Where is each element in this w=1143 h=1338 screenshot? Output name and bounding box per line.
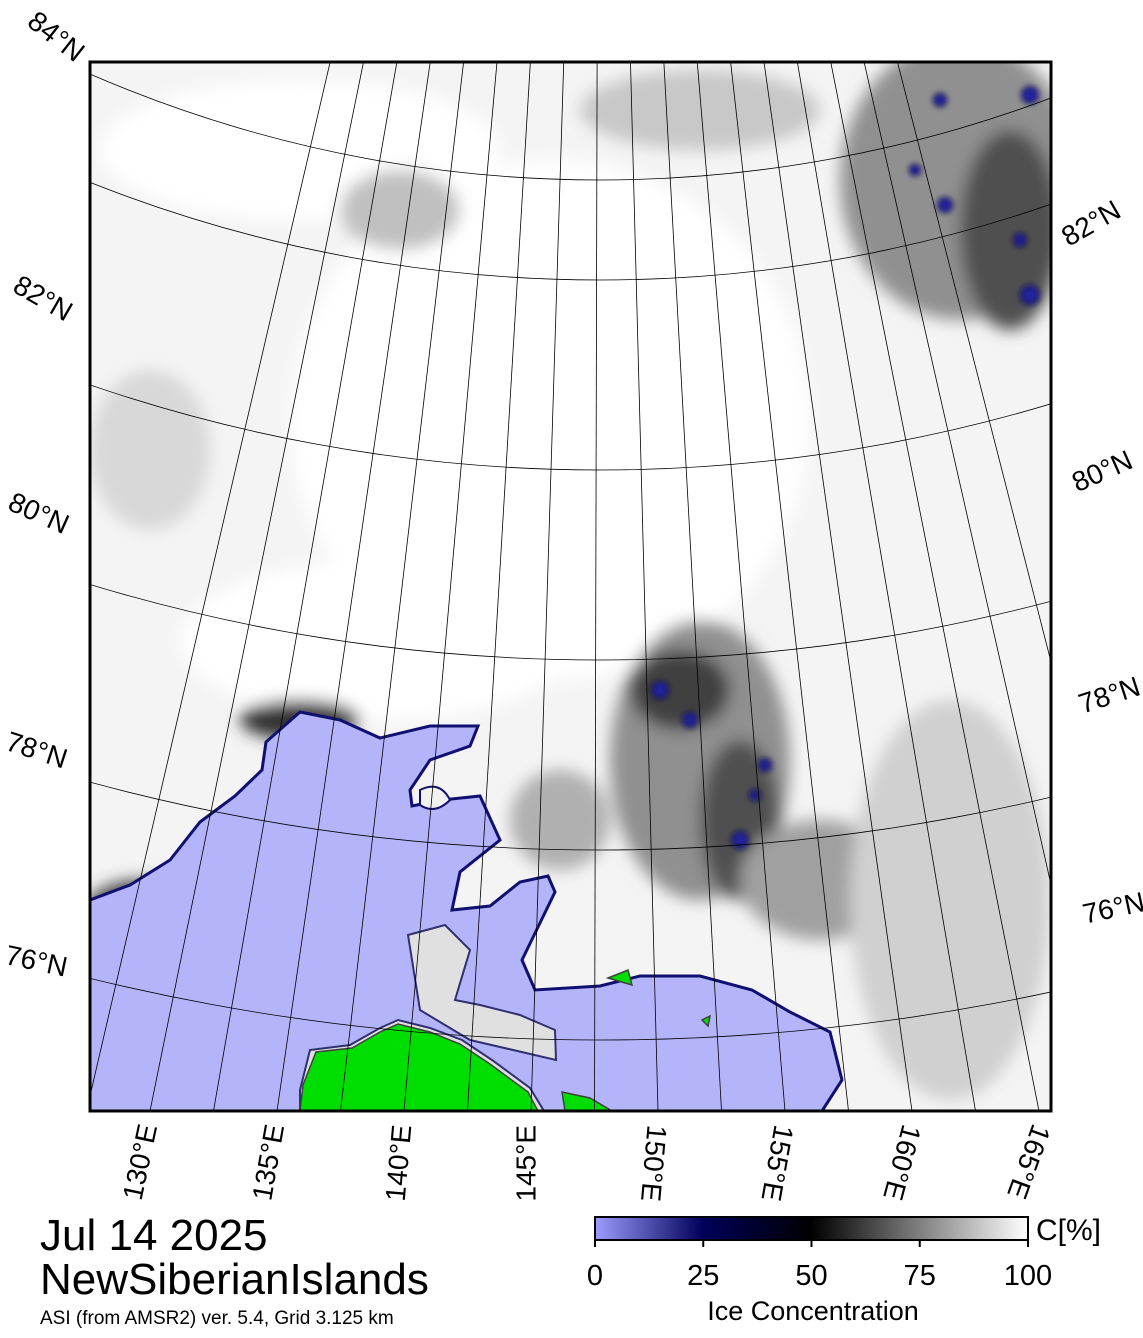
colorbar-ticks: 0 25 50 75 100: [587, 1240, 1052, 1292]
meridian: [630, 62, 659, 1111]
latitude-label: 76°N: [1080, 886, 1143, 929]
source: ASI (from AMSR2) ver. 5.4, Grid 3.125 km: [40, 1308, 394, 1329]
colorbar: [594, 1216, 1029, 1241]
colorbar-tick-label: 25: [687, 1260, 719, 1292]
ice-floe: [419, 785, 452, 810]
meridian: [796, 62, 976, 1111]
longitude-label: 155°E: [756, 1123, 800, 1204]
longitude-label: 165°E: [1001, 1120, 1056, 1203]
meridian: [530, 62, 565, 1111]
longitude-label: 135°E: [246, 1122, 290, 1203]
meridian: [403, 62, 498, 1111]
meridian: [340, 62, 465, 1111]
latitude-label: 76°N: [3, 939, 71, 982]
meridian: [663, 62, 722, 1111]
region: NewSiberianIslands: [40, 1255, 429, 1304]
graticule: [90, 62, 1051, 1111]
meridian: [467, 62, 531, 1111]
latitude-label: 80°N: [1067, 444, 1137, 498]
meridian: [213, 62, 398, 1111]
latitude-label: 80°N: [4, 486, 74, 540]
colorbar-tick-label: 0: [587, 1260, 603, 1292]
latitude-label: 84°N: [22, 5, 90, 68]
meridian: [763, 62, 913, 1111]
map-area: [90, 62, 1051, 1111]
longitude-label: 140°E: [380, 1123, 418, 1202]
meridian: [863, 62, 1051, 887]
meridian: [90, 62, 331, 1098]
colorbar-tick-label: 50: [795, 1260, 827, 1292]
longitude-label: 160°E: [877, 1122, 927, 1204]
land: [299, 968, 712, 1111]
colorbar-label: Ice Concentration: [707, 1296, 919, 1326]
colorbar-tick-label: 75: [904, 1260, 936, 1292]
latitude-label: 78°N: [1075, 671, 1143, 720]
colorbar-unit: C[%]: [1036, 1214, 1101, 1247]
meridian: [830, 62, 1040, 1111]
meridian: [730, 62, 849, 1111]
map-frame: [88, 60, 1053, 1113]
longitude-label: 145°E: [510, 1125, 541, 1202]
meridian: [696, 62, 786, 1111]
colorbar-tick-label: 100: [1004, 1260, 1052, 1292]
meridian: [276, 62, 431, 1111]
open-water: [90, 710, 844, 1111]
latitude-label: 82°N: [8, 269, 78, 327]
meridian: [149, 62, 364, 1111]
latitude-label: 82°N: [1056, 194, 1126, 252]
meridian: [897, 62, 1051, 664]
latitude-circle: [90, 73, 1051, 181]
date: Jul 14 2025: [40, 1211, 268, 1260]
low-ice-spots: [651, 86, 1040, 849]
meridian: [594, 62, 598, 1111]
ice-texture: [90, 62, 1051, 1100]
longitude-label: 150°E: [635, 1124, 673, 1203]
latitude-label: 78°N: [2, 726, 71, 775]
longitude-label: 130°E: [117, 1121, 163, 1202]
